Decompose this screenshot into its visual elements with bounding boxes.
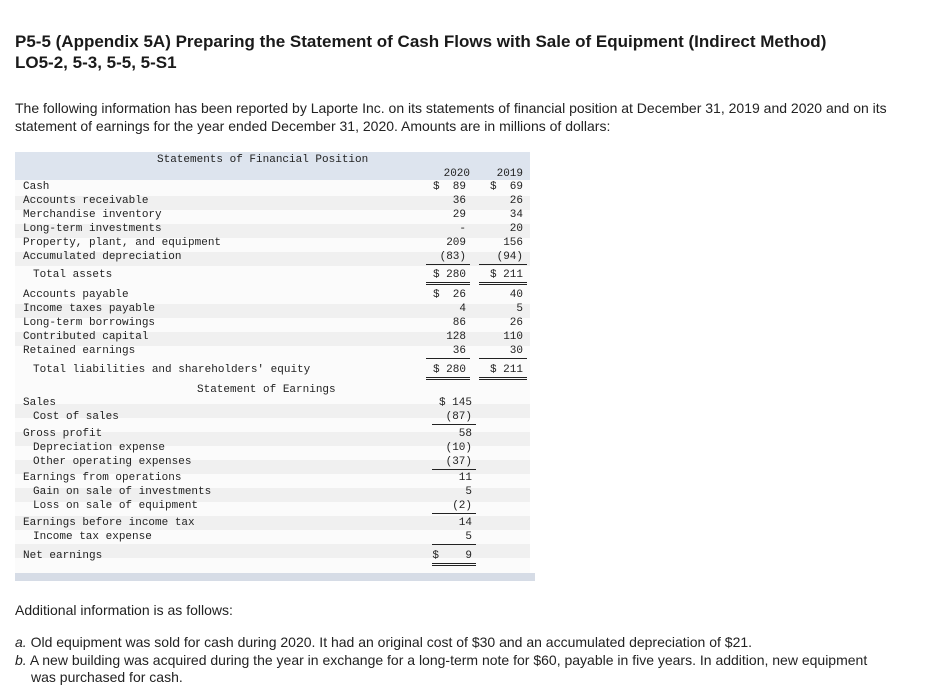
row-label: Earnings from operations — [23, 472, 182, 484]
subtitle: LO5-2, 5-3, 5-5, 5-S1 — [15, 53, 177, 72]
cell-value: (10) — [445, 442, 472, 454]
intro: The following information has been repor… — [15, 100, 887, 134]
row-stripe — [15, 516, 530, 530]
section-title: Statements of Financial Position — [157, 154, 369, 166]
cell-value: 209 — [446, 237, 466, 249]
row-label: Earnings before income tax — [23, 517, 195, 529]
table-footer-band — [15, 573, 535, 581]
cell-value: $ 145 — [438, 397, 472, 409]
cell-value: (83) — [426, 251, 470, 265]
cell-value: $ 280 — [426, 269, 470, 285]
cell-value: 11 — [458, 472, 472, 484]
cell-value: 40 — [509, 289, 523, 301]
year-header: 2019 — [496, 168, 523, 180]
cell-value: 86 — [452, 317, 466, 329]
cell-value: 128 — [446, 331, 466, 343]
row-stripe — [15, 544, 530, 558]
item-marker: b. — [15, 652, 27, 668]
row-label: Depreciation expense — [33, 442, 166, 454]
section-title: Statement of Earnings — [197, 384, 336, 396]
row-label: Gain on sale of investments — [33, 486, 212, 498]
cell-value: $ 26 — [432, 289, 466, 301]
row-label: Property, plant, and equipment — [23, 237, 222, 249]
row-stripe — [15, 460, 530, 474]
additional-item: a. Old equipment was sold for cash durin… — [15, 634, 891, 651]
cell-value: (2) — [432, 500, 476, 514]
table-header-band — [15, 152, 530, 180]
cell-value: 34 — [509, 209, 523, 221]
row-label: Contributed capital — [23, 331, 149, 343]
cell-value: 5 — [432, 531, 476, 545]
cell-value: 14 — [458, 517, 472, 529]
cell-value: (87) — [432, 411, 476, 425]
cell-value: $ 211 — [479, 364, 527, 380]
row-label: Income tax expense — [33, 531, 152, 543]
table-background — [15, 152, 530, 580]
row-stripe — [15, 304, 530, 318]
row-stripe — [15, 224, 530, 238]
cell-value: 5 — [465, 486, 472, 498]
cell-value: (37) — [432, 456, 476, 470]
cell-value: 156 — [503, 237, 523, 249]
title: P5-5 (Appendix 5A) Preparing the Stateme… — [15, 32, 827, 51]
cell-value: $ 69 — [489, 181, 523, 193]
row-label: Long-term investments — [23, 223, 162, 235]
row-stripe — [15, 332, 530, 346]
row-stripe — [15, 432, 530, 446]
cell-value: 30 — [479, 345, 527, 359]
year-header: 2020 — [443, 168, 470, 180]
cell-value: $ 89 — [432, 181, 466, 193]
row-label: Other operating expenses — [33, 456, 192, 468]
cell-value: - — [459, 223, 466, 235]
row-label: Gross profit — [23, 428, 103, 440]
cell-value: 58 — [458, 428, 472, 440]
row-stripe — [15, 404, 530, 418]
cell-value: $ 211 — [479, 269, 527, 285]
item-marker: a. — [15, 634, 27, 650]
cell-value: 36 — [426, 345, 470, 359]
row-label: Accumulated depreciation — [23, 251, 182, 263]
row-label: Retained earnings — [23, 345, 136, 357]
cell-value: 36 — [452, 195, 466, 207]
cell-value: 29 — [452, 209, 466, 221]
cell-value: 4 — [459, 303, 466, 315]
row-label: Sales — [23, 397, 57, 409]
row-label: Total assets — [33, 269, 113, 281]
additional-heading: Additional information is as follows: — [15, 602, 233, 618]
cell-value: 26 — [509, 195, 523, 207]
row-label: Cash — [23, 181, 50, 193]
cell-value: 5 — [516, 303, 523, 315]
cell-value: 26 — [509, 317, 523, 329]
row-label: Accounts receivable — [23, 195, 149, 207]
row-stripe — [15, 196, 530, 210]
cell-value: $ 280 — [426, 364, 470, 380]
row-label: Total liabilities and shareholders' equi… — [33, 364, 311, 376]
row-stripe — [15, 488, 530, 502]
additional-item: b. A new building was acquired during th… — [15, 652, 891, 686]
row-label: Net earnings — [23, 550, 103, 562]
item-text: A new building was acquired during the y… — [29, 652, 868, 685]
row-label: Loss on sale of equipment — [33, 500, 199, 512]
row-label: Income taxes payable — [23, 303, 156, 315]
row-label: Merchandise inventory — [23, 209, 162, 221]
cell-value: (94) — [479, 251, 527, 265]
cell-value: 20 — [509, 223, 523, 235]
row-label: Cost of sales — [33, 411, 119, 423]
row-label: Accounts payable — [23, 289, 129, 301]
item-text: Old equipment was sold for cash during 2… — [30, 634, 753, 650]
cell-value: 110 — [503, 331, 523, 343]
cell-value: $ 9 — [432, 550, 476, 566]
row-stripe — [15, 252, 530, 266]
row-label: Long-term borrowings — [23, 317, 156, 329]
